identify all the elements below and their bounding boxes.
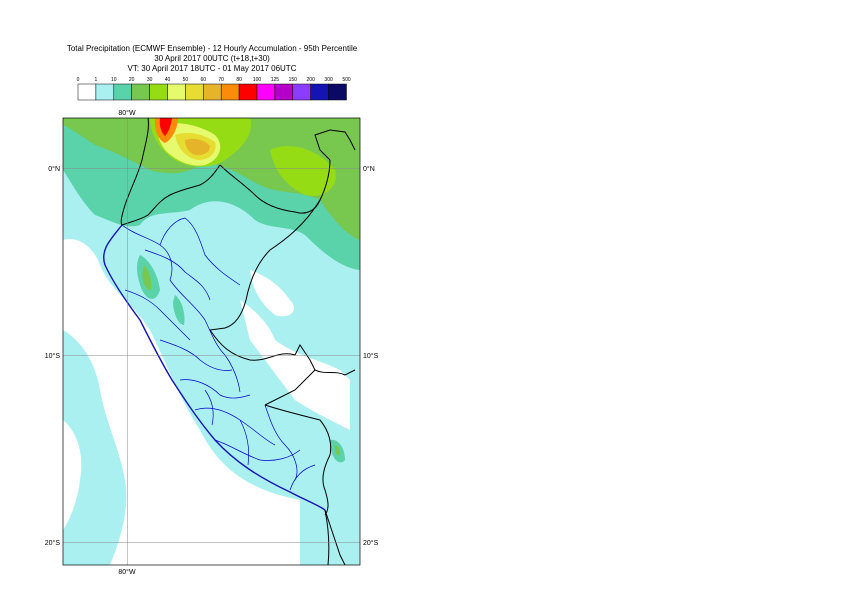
legend-threshold-label: 80: [236, 77, 242, 83]
interior-dry-area-2: [250, 270, 295, 317]
graticule: [63, 118, 360, 565]
peru-coastline: [103, 224, 326, 511]
brazil-peru-border: [209, 199, 321, 406]
region-borders: [121, 217, 316, 491]
legend-threshold-label: 100: [253, 77, 262, 83]
colombia-peru-border: [219, 159, 331, 214]
wet-band-9: [159, 118, 172, 136]
legend-threshold-label: 125: [271, 77, 280, 83]
lon-label-top: 80°W: [118, 109, 136, 117]
legend-threshold-label: 50: [183, 77, 189, 83]
lat-label-right-10s: 10°S: [363, 352, 379, 360]
legend-threshold-label: 70: [218, 77, 224, 83]
legend-threshold-label: 200: [307, 77, 316, 83]
lat-label-right-20s: 20°S: [363, 539, 379, 547]
run-time-subtitle: 30 April 2017 00UTC (t+18,t+30): [154, 54, 270, 63]
brazil-colombia-border: [314, 129, 356, 161]
chile-coastline: [324, 509, 330, 565]
chile-bolivia-border: [324, 509, 346, 565]
legend-threshold-label: 0: [77, 77, 80, 83]
coastal-wet-strip: [100, 249, 330, 505]
legend-threshold-label: 40: [165, 77, 171, 83]
legend-threshold-label: 1: [95, 77, 98, 83]
legend-threshold-label: 30: [147, 77, 153, 83]
valid-time-subtitle: VT: 30 April 2017 18UTC - 01 May 2017 06…: [127, 64, 297, 73]
legend-threshold-label: 150: [289, 77, 298, 83]
ocean-dry-area-3: [63, 420, 82, 530]
wet-spot-andes-2: [142, 265, 152, 291]
bolivia-peru-border: [264, 404, 332, 516]
lat-label-right-0: 0°N: [363, 165, 375, 173]
lon-label-bottom: 80°W: [118, 568, 136, 576]
wet-spot-andes-3: [173, 295, 185, 325]
ecuador-border: [120, 118, 221, 226]
interior-dry-area: [240, 300, 350, 430]
wet-spot-south-2: [334, 445, 340, 456]
lat-label-left-0: 0°N: [48, 165, 60, 173]
lat-label-left-20s: 20°S: [45, 539, 61, 547]
legend-color-box: [328, 83, 347, 101]
ocean-dry-streak: [63, 330, 127, 565]
wet-band-4b: [270, 146, 336, 196]
bolivia-brazil-border: [314, 369, 356, 376]
map-frame: [62, 117, 361, 566]
precipitation-legend: 0 1 10 20 30 40 50 60 70 80 100 125 150 200 300 500: [77, 77, 351, 101]
lat-label-left-10s: 10°S: [45, 352, 61, 360]
legend-threshold-label: 60: [201, 77, 207, 83]
legend-threshold-label: 300: [324, 77, 333, 83]
wet-band-7: [185, 138, 210, 156]
legend-threshold-label: 20: [129, 77, 135, 83]
map-title: Total Precipitation (ECMWF Ensemble) - 1…: [66, 44, 358, 53]
legend-threshold-label: 500: [342, 77, 351, 83]
legend-threshold-label: 10: [111, 77, 117, 83]
